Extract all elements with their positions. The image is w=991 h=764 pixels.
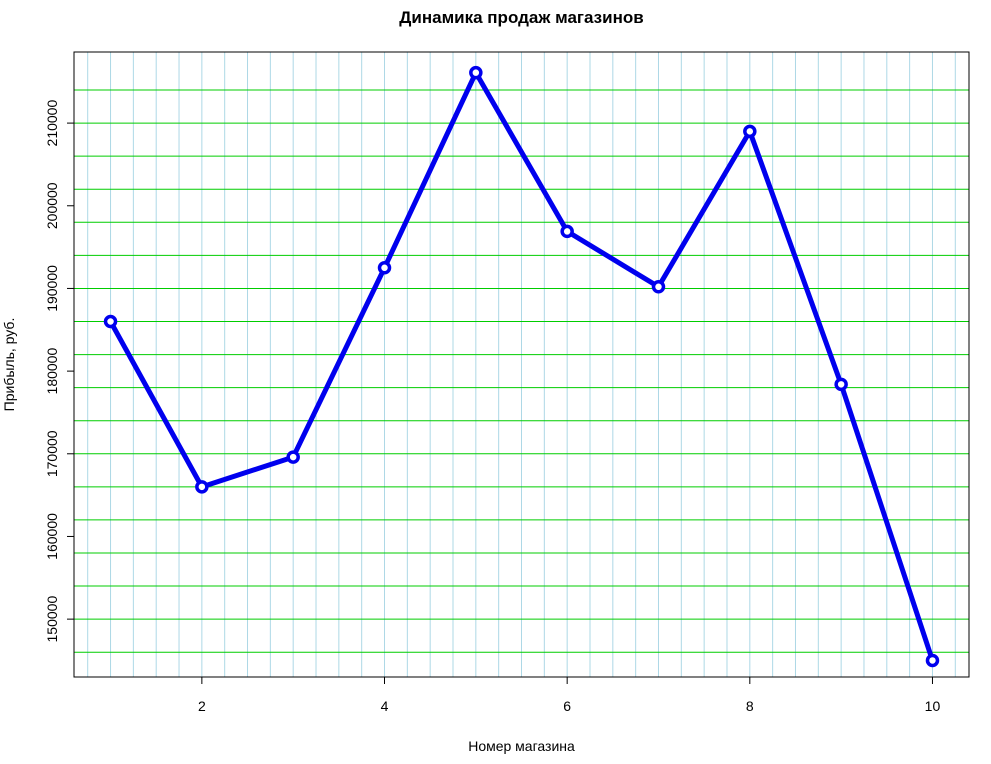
y-axis: 150000 160000 170000 180000 190000 200000 2100… [44,100,74,643]
x-tick-label: 8 [746,698,754,714]
y-tick-label: 170000 [44,430,60,477]
data-point [377,261,392,275]
y-tick-label: 160000 [44,513,60,560]
data-point [743,124,757,139]
data-point [286,450,300,464]
x-axis: 2 4 6 8 10 [198,677,941,714]
grid [74,52,969,677]
data-point [195,480,209,494]
data-point [469,65,483,80]
x-tick-label: 10 [925,698,941,714]
data-point [925,653,940,668]
y-tick-label: 210000 [44,100,60,147]
y-tick-label: 180000 [44,348,60,395]
x-tick-label: 4 [381,698,389,714]
x-tick-label: 6 [563,698,571,714]
data-point [103,314,118,329]
chart-title: Динамика продаж магазинов [399,8,643,27]
y-tick-label: 200000 [44,182,60,229]
data-point [560,224,574,239]
data-point [651,280,666,294]
y-axis-label: Прибыль, руб. [1,318,17,412]
x-axis-label: Номер магазина [468,738,575,754]
x-tick-label: 2 [198,698,206,714]
series-layer [103,65,940,668]
y-tick-label: 150000 [44,596,60,643]
series-line [108,70,935,663]
data-point [834,377,848,392]
plot-frame [73,51,970,678]
y-tick-label: 190000 [44,265,60,312]
